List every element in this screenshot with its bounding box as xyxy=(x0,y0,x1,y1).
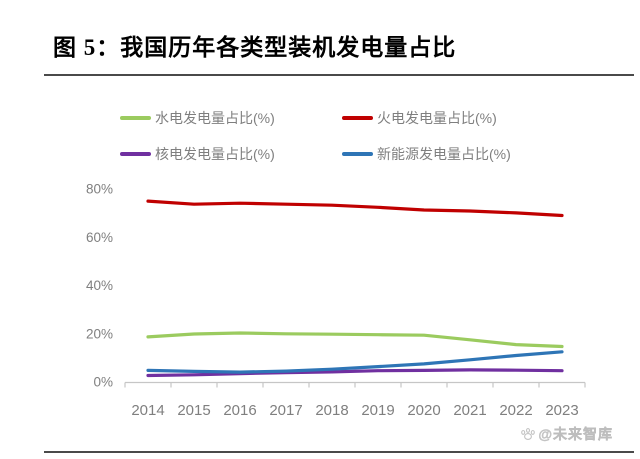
x-axis-label: 2015 xyxy=(177,402,210,419)
y-axis-label: 20% xyxy=(86,326,113,341)
x-axis-label: 2023 xyxy=(545,402,578,419)
x-axis-label: 2020 xyxy=(407,402,440,419)
series-line-nuclear xyxy=(146,368,564,378)
y-axis-label: 0% xyxy=(93,375,113,390)
x-axis-label: 2021 xyxy=(453,402,486,419)
x-axis-label: 2019 xyxy=(361,402,394,419)
x-axis-label: 2022 xyxy=(499,402,532,419)
bottom-divider-line xyxy=(44,451,634,453)
x-axis-label: 2018 xyxy=(315,402,348,419)
legend-label-nuclear: 核电发电量占比(%) xyxy=(155,146,275,162)
legend-label-hydro: 水电发电量占比(%) xyxy=(155,110,275,126)
x-axis-label: 2016 xyxy=(223,402,256,419)
y-axis-label: 80% xyxy=(86,182,113,197)
legend-label-thermal: 火电发电量占比(%) xyxy=(377,110,497,126)
figure-title: 图 5：我国历年各类型装机发电量占比 xyxy=(53,35,457,60)
paw-icon xyxy=(521,427,536,440)
new-energy-line-swatch xyxy=(342,152,373,156)
watermark-text: @未来智库 xyxy=(538,426,613,442)
series-line-hydro xyxy=(146,331,564,349)
hydro-line-swatch xyxy=(120,116,151,120)
y-axis-label: 40% xyxy=(86,278,113,293)
watermark: @未来智库 xyxy=(520,424,613,444)
title-divider-line xyxy=(44,74,634,76)
legend-item-nuclear: 核电发电量占比(%) xyxy=(120,146,275,162)
nuclear-line-swatch xyxy=(120,152,151,156)
series-line-thermal xyxy=(146,199,564,218)
legend-item-thermal: 火电发电量占比(%) xyxy=(342,110,497,126)
legend-item-new-energy: 新能源发电量占比(%) xyxy=(342,146,511,162)
series-line-new_energy xyxy=(146,350,564,374)
thermal-line-swatch xyxy=(342,116,373,120)
legend-label-new-energy: 新能源发电量占比(%) xyxy=(377,146,511,162)
x-axis-label: 2014 xyxy=(131,402,164,419)
x-axis-label: 2017 xyxy=(269,402,302,419)
y-axis-label: 60% xyxy=(86,230,113,245)
legend-item-hydro: 水电发电量占比(%) xyxy=(120,110,275,126)
